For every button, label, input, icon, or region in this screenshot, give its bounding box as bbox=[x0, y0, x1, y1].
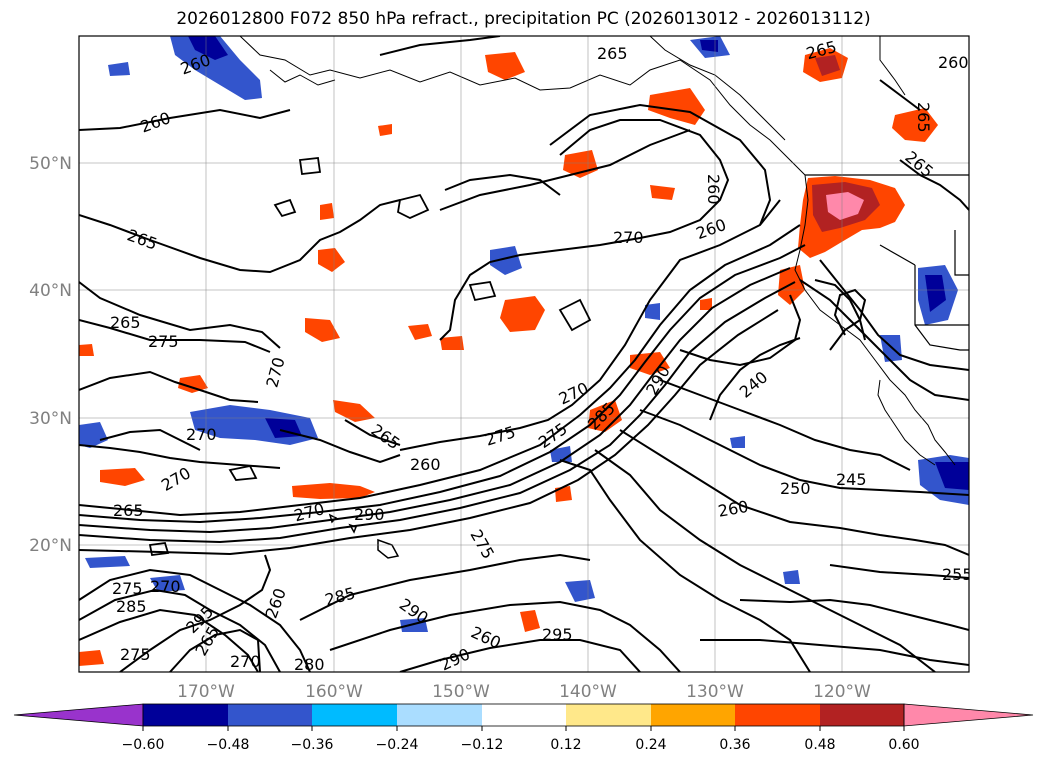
colorbar-tick-label: 0.48 bbox=[804, 737, 835, 753]
longitude-labels: 170°W 160°W 150°W 140°W 130°W 120°W bbox=[177, 682, 871, 702]
lon-label: 150°W bbox=[432, 682, 490, 702]
contour-label: 270 bbox=[186, 425, 217, 444]
contour-label: 265 bbox=[914, 102, 933, 133]
colorbar-tick-label: 0.24 bbox=[635, 737, 666, 753]
contour-label: 275 bbox=[148, 332, 179, 351]
political-boundaries bbox=[805, 174, 969, 351]
colorbar: −0.60 −0.48 −0.36 −0.24 −0.12 0.12 0.24 … bbox=[13, 703, 1034, 753]
lon-label: 140°W bbox=[559, 682, 617, 702]
lon-label: 160°W bbox=[305, 682, 363, 702]
lat-label: 40°N bbox=[29, 281, 72, 301]
contour-label: 265 bbox=[597, 44, 628, 63]
coastlines bbox=[239, 36, 956, 466]
contour-label: 250 bbox=[780, 479, 811, 498]
lon-label: 130°W bbox=[686, 682, 744, 702]
colorbar-swatch bbox=[566, 704, 651, 726]
colorbar-tick-label: −0.48 bbox=[207, 737, 250, 753]
colorbar-swatch bbox=[397, 704, 482, 726]
contour-label: 270 bbox=[150, 577, 181, 596]
contour-label: 275 bbox=[112, 579, 143, 598]
map-title: 2026012800 F072 850 hPa refract., precip… bbox=[176, 9, 871, 29]
colorbar-extend-low bbox=[13, 703, 144, 727]
map-plot-area bbox=[79, 36, 969, 672]
contour-label: 285 bbox=[116, 597, 147, 616]
contour-label: 260 bbox=[704, 174, 723, 205]
colorbar-extend-high bbox=[903, 703, 1034, 727]
colorbar-tick-label: −0.60 bbox=[122, 737, 165, 753]
contour-label: 270 bbox=[230, 652, 261, 671]
contour-label: 265 bbox=[110, 313, 141, 332]
latitude-labels: 50°N 40°N 30°N 20°N bbox=[29, 154, 72, 556]
lat-label: 30°N bbox=[29, 409, 72, 429]
contour-label: 265 bbox=[113, 501, 144, 520]
small-contour-loops bbox=[148, 157, 592, 556]
contour-label: 295 bbox=[542, 625, 573, 644]
colorbar-tick-label: 0.12 bbox=[550, 737, 581, 753]
colorbar-swatch bbox=[228, 704, 312, 726]
colorbar-tick-label: −0.24 bbox=[376, 737, 419, 753]
lon-label: 120°W bbox=[813, 682, 871, 702]
colorbar-tick-label: −0.36 bbox=[291, 737, 334, 753]
colorbar-outline bbox=[142, 703, 905, 727]
colorbar-swatch bbox=[651, 704, 735, 726]
colorbar-swatch bbox=[312, 704, 397, 726]
contour-label: 270 bbox=[613, 228, 644, 247]
colorbar-swatch bbox=[820, 704, 904, 726]
contour-label: 260 bbox=[410, 455, 441, 474]
colorbar-tick-label: 0.60 bbox=[888, 737, 919, 753]
refractivity-contours bbox=[79, 36, 969, 672]
contour-label: 245 bbox=[836, 470, 867, 489]
colorbar-swatch bbox=[482, 704, 566, 726]
contour-label: 260 bbox=[938, 53, 969, 72]
graticule bbox=[79, 36, 969, 672]
map-frame bbox=[78, 35, 970, 673]
precip-positive-shading bbox=[79, 48, 938, 666]
lon-label: 170°W bbox=[177, 682, 235, 702]
colorbar-swatch bbox=[735, 704, 820, 726]
colorbar-tick-label: −0.12 bbox=[461, 737, 504, 753]
contour-label: 255 bbox=[942, 565, 973, 584]
contour-label: 290 bbox=[354, 505, 385, 524]
lat-label: 50°N bbox=[29, 154, 72, 174]
lat-label: 20°N bbox=[29, 536, 72, 556]
colorbar-swatch bbox=[143, 704, 228, 726]
contour-label: 280 bbox=[294, 655, 325, 674]
contour-label: 275 bbox=[120, 645, 151, 664]
colorbar-tick-label: 0.36 bbox=[719, 737, 750, 753]
